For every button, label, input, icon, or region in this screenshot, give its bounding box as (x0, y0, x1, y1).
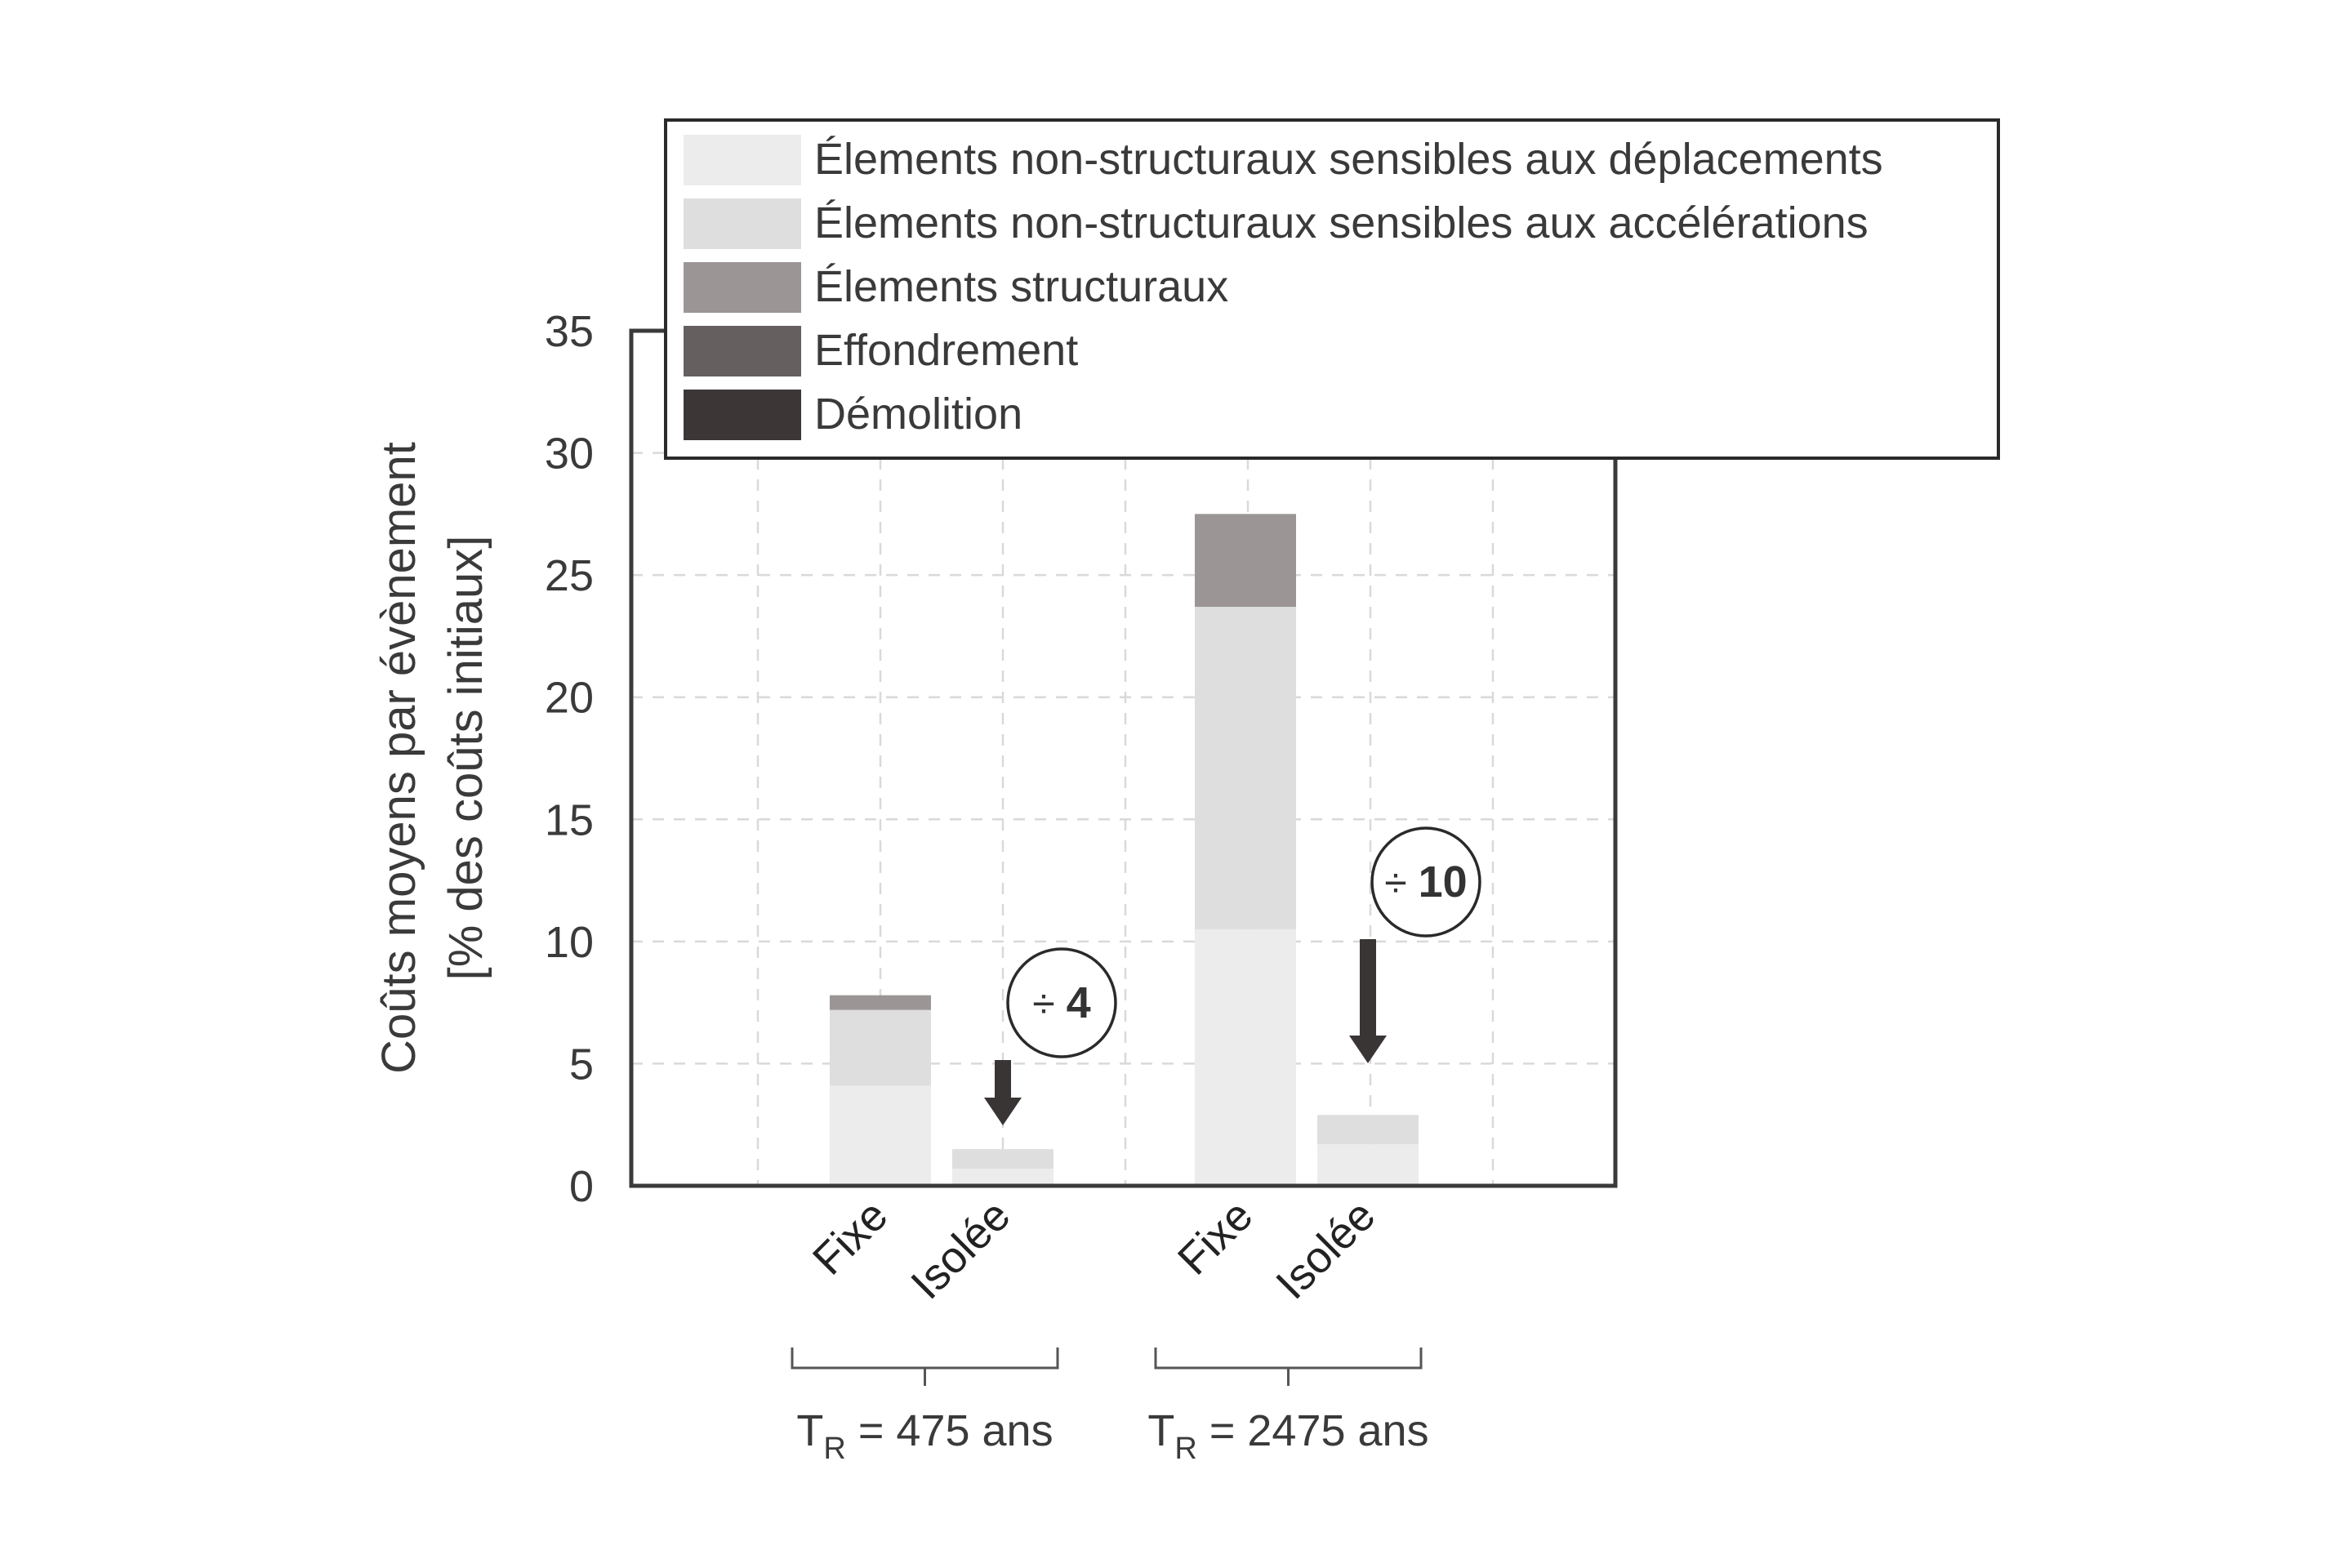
group-label: TR = 475 ans (796, 1406, 1053, 1466)
bars (830, 514, 1419, 1186)
down-arrow-icon (984, 1060, 1022, 1125)
y-tick-label: 35 (545, 307, 594, 356)
legend-label: Élements non-structuraux sensibles aux a… (814, 198, 1869, 247)
y-tick-label: 15 (545, 795, 594, 844)
legend-swatch (684, 198, 801, 249)
legend-swatch (684, 135, 801, 185)
y-tick-label: 30 (545, 430, 594, 479)
legend-label: Démolition (814, 390, 1022, 439)
y-axis-label-line1: Coûts moyens par évènement (372, 442, 425, 1074)
annotation-circle (1006, 947, 1117, 1058)
y-axis-ticks: 0 5 10 15 20 25 30 35 (545, 307, 594, 1211)
bar-segment (1195, 514, 1296, 608)
bar-segment (1317, 1115, 1419, 1145)
reduction-annotations: ÷ 4 ÷ 10 (984, 826, 1481, 1125)
legend-items: Élements non-structuraux sensibles aux d… (684, 135, 1883, 440)
legend-swatch (684, 262, 801, 313)
legend-label: Élements non-structuraux sensibles aux d… (814, 135, 1883, 184)
bar-segment (1195, 607, 1296, 929)
group-brace (791, 1348, 1059, 1386)
legend-swatch (684, 326, 801, 376)
y-tick-label: 5 (569, 1040, 594, 1089)
down-arrow-icon (1349, 939, 1387, 1063)
y-tick-label: 10 (545, 918, 594, 967)
y-tick-label: 20 (545, 674, 594, 723)
bar-segment (830, 995, 931, 1010)
annotation-label: ÷ 4 (1032, 978, 1090, 1027)
bar-segment (830, 1009, 931, 1086)
bar-segment (1317, 1144, 1419, 1186)
y-tick-label: 0 (569, 1162, 594, 1211)
legend-label: Élements structuraux (814, 262, 1228, 311)
bar-segment (830, 1085, 931, 1186)
y-tick-label: 25 (545, 551, 594, 600)
group-label: TR = 2475 ans (1147, 1406, 1428, 1466)
annotation-label: ÷ 10 (1384, 858, 1467, 906)
legend-swatch (684, 390, 801, 440)
group-brace (1154, 1348, 1423, 1386)
y-axis-label-line2: [% des coûts initiaux] (439, 536, 492, 981)
bar-segment (952, 1169, 1054, 1186)
bar-segment (952, 1149, 1054, 1169)
legend: Élements non-structuraux sensibles aux d… (664, 118, 2000, 460)
annotation-circle (1370, 826, 1481, 938)
legend-label: Effondrement (814, 326, 1078, 375)
legend-box (664, 118, 2000, 460)
bar-segment (1195, 929, 1296, 1186)
